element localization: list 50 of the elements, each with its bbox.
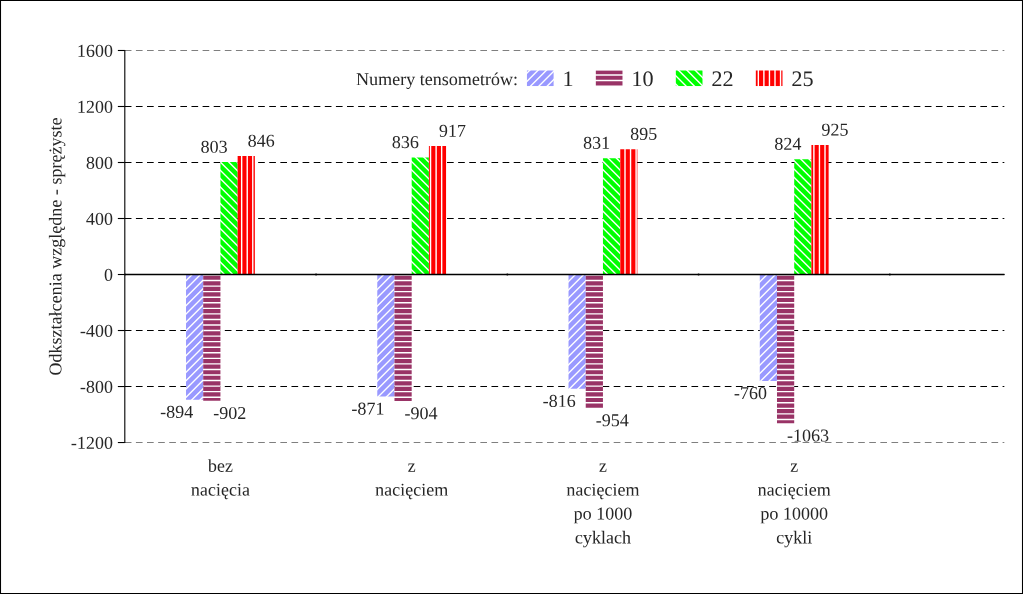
legend-label: 22 xyxy=(712,71,733,87)
data-label: -954 xyxy=(596,414,629,427)
data-label: 824 xyxy=(775,137,802,150)
bar xyxy=(220,162,238,275)
bar xyxy=(794,159,812,275)
data-label: 836 xyxy=(392,136,419,149)
bar xyxy=(620,149,638,275)
data-label: 846 xyxy=(248,134,275,147)
data-label: -902 xyxy=(213,406,246,420)
legend-label: 10 xyxy=(633,71,653,87)
bar xyxy=(811,145,829,275)
data-label: 803 xyxy=(201,140,227,153)
y-tick-label: 400 xyxy=(86,212,113,225)
data-label: 925 xyxy=(821,123,848,136)
data-label: -894 xyxy=(160,405,193,418)
bar xyxy=(568,274,586,389)
y-tick-label: 800 xyxy=(86,156,113,169)
legend-title: Numery tensometrów: xyxy=(356,72,517,89)
bar xyxy=(585,274,603,409)
y-tick-label: 1600 xyxy=(78,44,113,57)
x-tick-label: z nacięciem po 10000 cykli xyxy=(758,463,831,548)
bar xyxy=(602,158,621,275)
data-label: -871 xyxy=(352,402,384,415)
bar xyxy=(394,274,412,402)
bar xyxy=(186,274,204,400)
x-tick-label: z nacięciem po 1000 cyklach xyxy=(566,463,640,548)
y-axis-title: Odkształcenia względne - sprężyste xyxy=(48,118,66,375)
data-label: -904 xyxy=(405,407,438,420)
legend-label: 25 xyxy=(792,71,813,87)
bar xyxy=(377,274,395,397)
legend-label: 1 xyxy=(564,71,573,87)
data-label: -760 xyxy=(734,387,767,400)
data-label: -1063 xyxy=(787,429,829,442)
data-label: -816 xyxy=(543,394,576,408)
y-tick-label: -800 xyxy=(80,380,113,393)
x-tick-label: z nacięciem xyxy=(375,463,448,500)
bar xyxy=(428,146,447,275)
data-label: 831 xyxy=(583,136,610,149)
y-tick-label: -1200 xyxy=(71,436,113,449)
data-label: 917 xyxy=(439,124,466,137)
bar xyxy=(203,274,221,401)
bar xyxy=(237,156,255,275)
data-label: 895 xyxy=(630,127,657,140)
y-tick-label: -400 xyxy=(80,324,113,337)
bar xyxy=(776,274,795,424)
y-tick-label: 0 xyxy=(104,268,113,281)
bar xyxy=(759,274,777,381)
y-tick-label: 1200 xyxy=(78,100,113,113)
bar xyxy=(411,157,429,275)
x-tick-label: bez nacięcia xyxy=(191,459,250,500)
